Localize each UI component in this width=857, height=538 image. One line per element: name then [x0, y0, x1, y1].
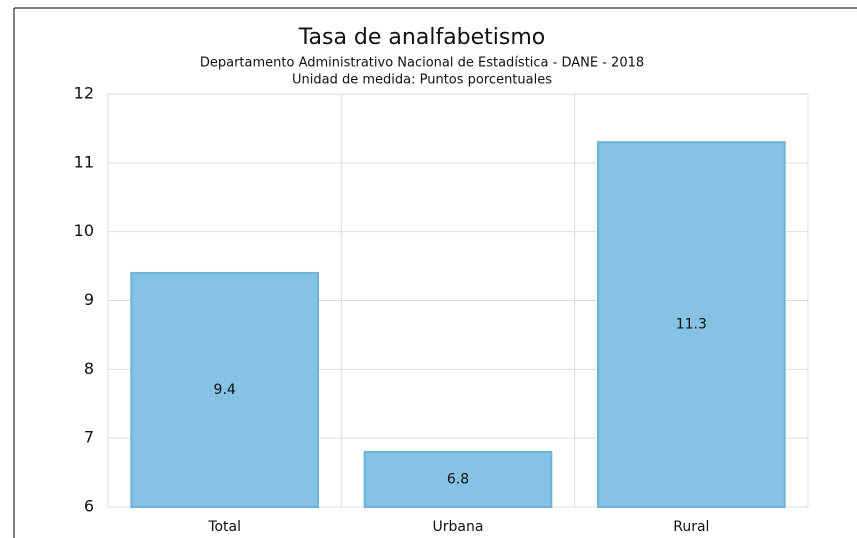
- y-tick-label: 9: [84, 290, 94, 309]
- y-tick-label: 8: [84, 359, 94, 378]
- y-tick-label: 11: [74, 152, 94, 171]
- x-tick-label: Rural: [673, 519, 709, 535]
- x-tick-label: Total: [207, 519, 241, 535]
- y-tick-label: 10: [74, 221, 94, 240]
- y-tick-label: 7: [84, 428, 94, 447]
- data-label: 6.8: [447, 471, 469, 487]
- bar: [363, 450, 553, 508]
- unit-note: Unidad de medida: Puntos porcentuales: [292, 73, 552, 88]
- data-label: 9.4: [214, 382, 236, 398]
- data-label: 11.3: [676, 317, 707, 333]
- y-tick-label: 6: [84, 497, 94, 516]
- chart-title: Tasa de analfabetismo: [298, 25, 546, 50]
- chart-subtitle: Departamento Administrativo Nacional de …: [200, 56, 644, 71]
- bar: [597, 141, 786, 509]
- y-tick-label: 12: [74, 84, 94, 103]
- bar: [130, 271, 319, 509]
- x-tick-label: Urbana: [433, 519, 484, 535]
